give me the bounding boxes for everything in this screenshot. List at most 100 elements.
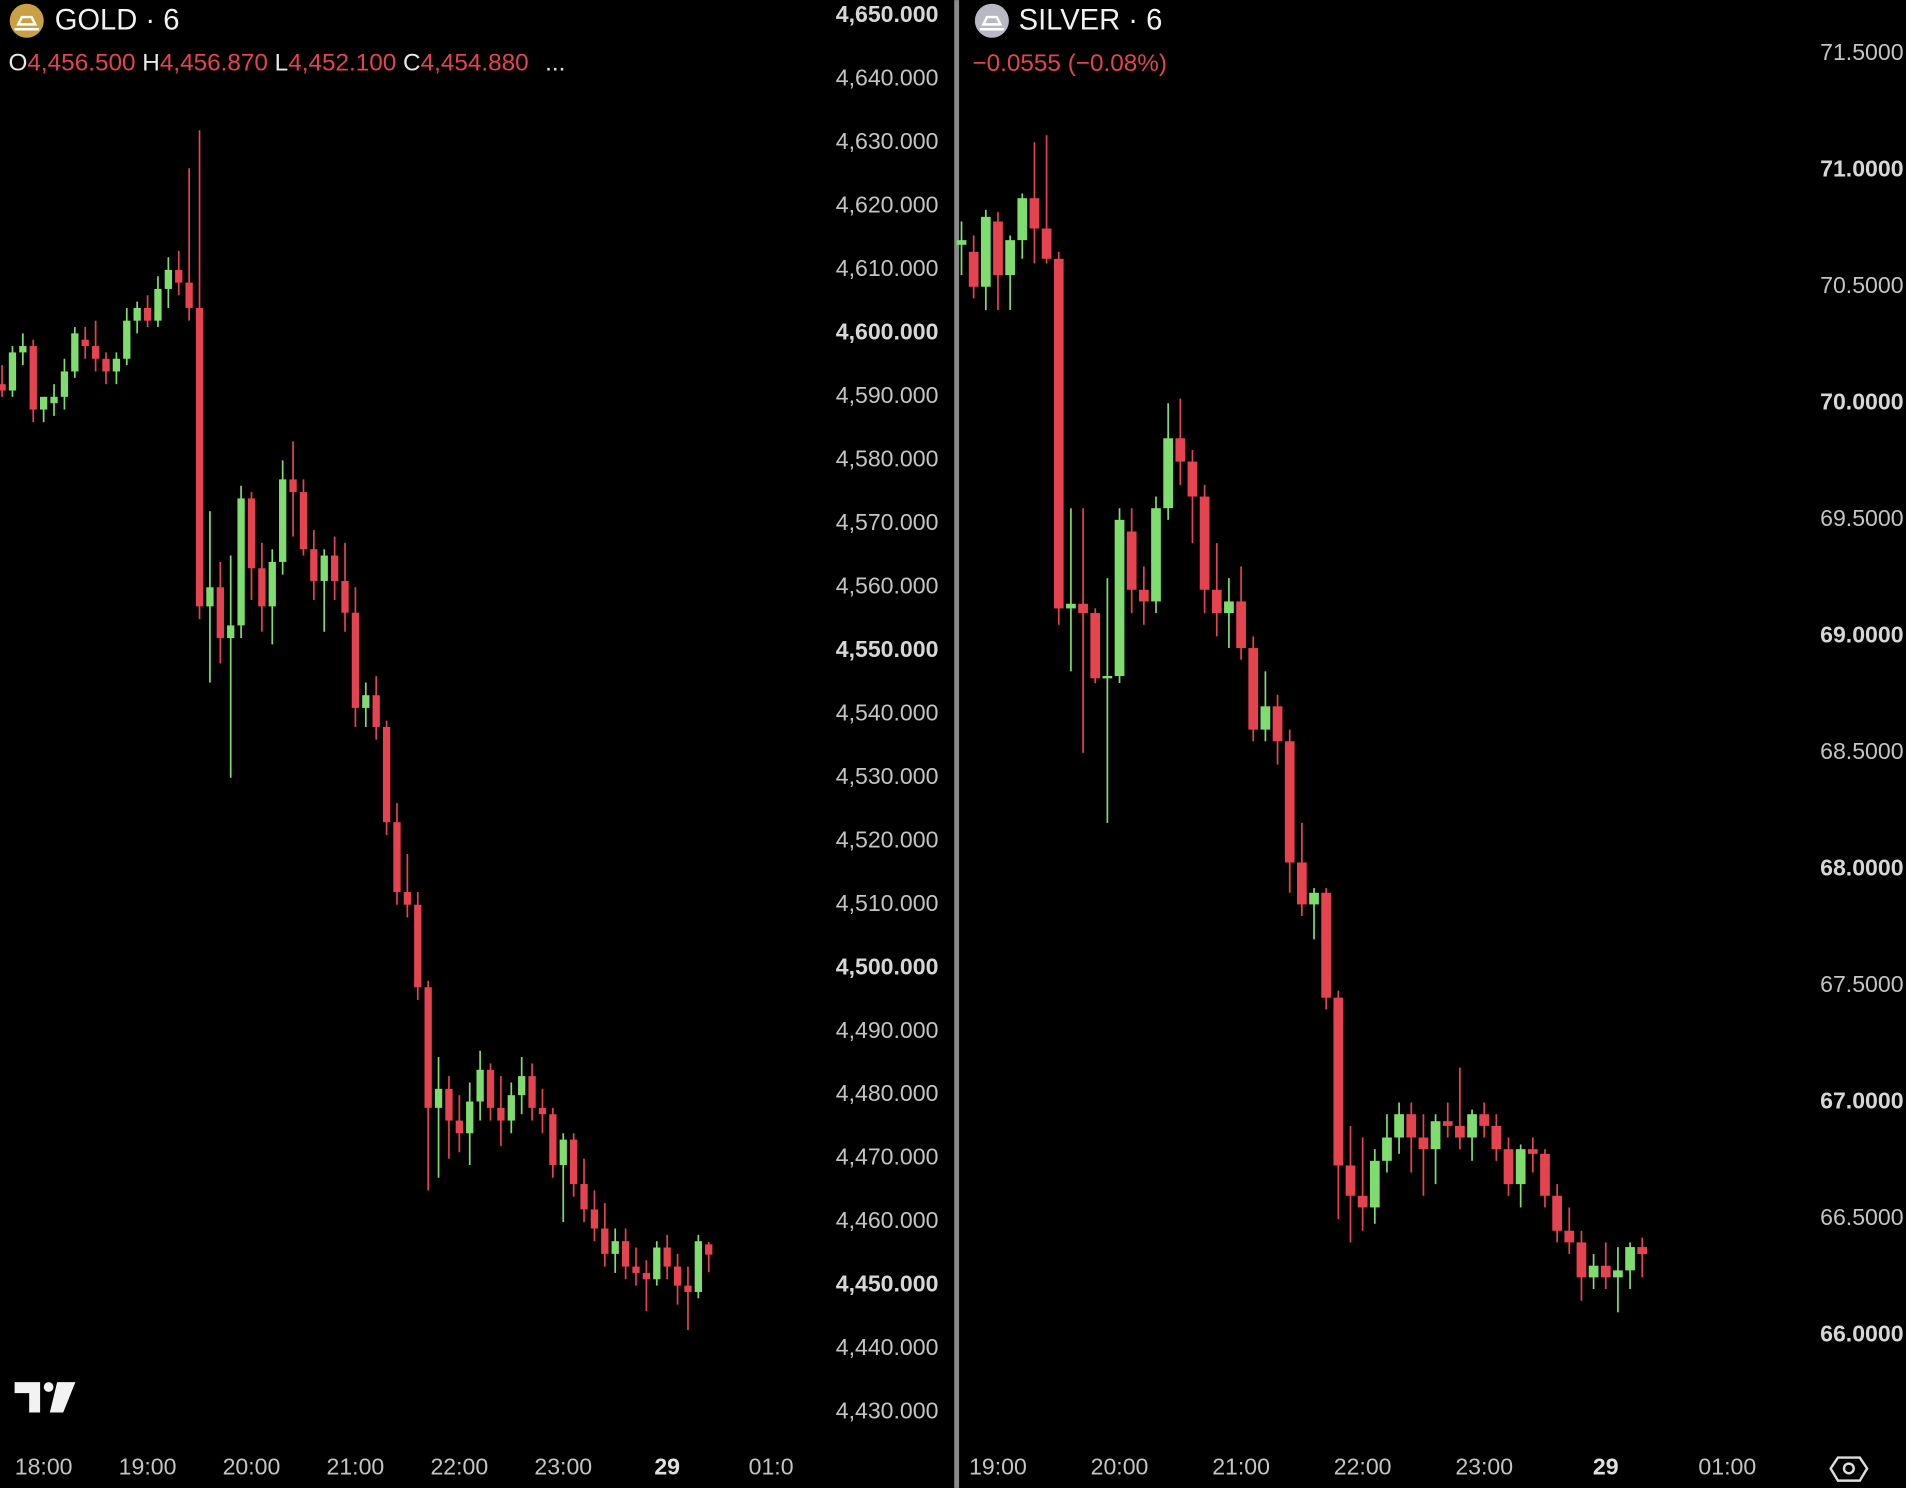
candle-body: [1503, 1149, 1514, 1185]
candle-body: [569, 1139, 578, 1185]
candle-body: [1102, 676, 1113, 679]
y-tick-label: 4,560.000: [836, 572, 939, 598]
candle-body: [434, 1088, 443, 1108]
candle-body: [1491, 1125, 1502, 1150]
y-tick-label: 4,600.000: [836, 318, 939, 344]
candle-body: [29, 346, 37, 410]
candle-body: [1029, 198, 1040, 229]
candle-body: [1138, 589, 1149, 602]
candle-body: [1576, 1242, 1587, 1278]
y-tick-label: 70.0000: [1820, 388, 1903, 414]
candle-body: [247, 498, 256, 569]
candle-body: [8, 352, 17, 391]
candle-body: [154, 288, 162, 321]
gold-icon-glyph: [14, 15, 39, 31]
candle-body: [133, 307, 141, 321]
y-tick-label: 4,510.000: [836, 890, 939, 916]
candle-body: [372, 695, 380, 727]
x-tick-label: 21:00: [1212, 1454, 1270, 1480]
silver-icon[interactable]: [974, 3, 1009, 38]
candle-body: [403, 892, 412, 905]
candle-body: [341, 580, 349, 613]
y-tick-label: 4,640.000: [836, 65, 939, 91]
candle-body: [705, 1244, 713, 1255]
candle-body: [1078, 603, 1088, 614]
candle-body: [60, 371, 69, 397]
candle-body: [1211, 589, 1222, 614]
candle-body: [476, 1069, 484, 1102]
settings-icon[interactable]: [1829, 1456, 1869, 1482]
candle-body: [580, 1184, 588, 1210]
candle-body: [50, 396, 58, 404]
candle-body: [518, 1076, 526, 1096]
candle-body: [1394, 1114, 1404, 1138]
candle-body: [227, 625, 235, 639]
candle-body: [497, 1107, 505, 1121]
ohlc-value: 4,452.100: [288, 50, 396, 77]
y-tick-label: 4,610.000: [836, 255, 939, 281]
symbol-title[interactable]: SILVER · 6: [1019, 5, 1163, 37]
candle-body: [112, 358, 121, 372]
ohlc-label: H: [142, 50, 160, 77]
candle-body: [538, 1107, 547, 1115]
tv-logo-part: [14, 1382, 41, 1413]
y-tick-label: 67.0000: [1820, 1088, 1903, 1114]
candle-body: [1272, 706, 1283, 742]
candle-body: [216, 587, 224, 639]
y-tick-label: 4,540.000: [836, 699, 939, 725]
symbol-title[interactable]: GOLD · 6: [55, 5, 180, 37]
y-tick-label: 4,470.000: [836, 1144, 939, 1170]
x-tick-label: 23:00: [534, 1454, 592, 1480]
candle-body: [956, 240, 967, 245]
tv-logo[interactable]: [14, 1382, 76, 1413]
y-tick-label: 4,430.000: [836, 1398, 939, 1424]
y-tick-label: 69.0000: [1820, 621, 1903, 647]
candle-body: [1199, 496, 1210, 590]
candle-body: [1564, 1230, 1575, 1243]
y-tick-label: 4,590.000: [836, 382, 939, 408]
y-tick-label: 4,570.000: [836, 509, 939, 535]
x-tick-label: 22:00: [1334, 1454, 1392, 1480]
ohlc-legend: O4,456.500 H4,456.870 L4,452.100 C4,454.…: [9, 50, 566, 77]
y-tick-label: 4,620.000: [836, 191, 939, 217]
y-tick-label: 68.5000: [1820, 738, 1903, 764]
more-button[interactable]: ...: [545, 50, 565, 77]
candle-body: [1430, 1121, 1441, 1150]
candle-body: [1345, 1165, 1356, 1196]
y-tick-label: 4,520.000: [836, 826, 939, 852]
y-tick-label: 4,650.000: [836, 1, 939, 27]
y-tick-label: 4,630.000: [836, 128, 939, 154]
gold-icon[interactable]: [9, 3, 44, 38]
y-tick-label: 4,480.000: [836, 1080, 939, 1106]
candle-body: [466, 1101, 474, 1134]
tv-logo-part: [49, 1382, 76, 1413]
x-tick-label: 29: [1593, 1454, 1619, 1480]
candle-body: [1406, 1114, 1417, 1138]
x-tick-label: 22:00: [430, 1454, 488, 1480]
x-tick-label: 01:00: [1698, 1454, 1756, 1480]
candle-body: [424, 987, 432, 1108]
candle-body: [1114, 519, 1125, 677]
x-tick-label: 19:00: [119, 1454, 177, 1480]
candle-body: [559, 1139, 567, 1165]
candle-body: [1309, 892, 1319, 905]
candle-body: [362, 695, 370, 708]
candle-body: [486, 1069, 495, 1108]
candle-body: [1005, 240, 1015, 276]
y-tick-label: 4,490.000: [836, 1017, 939, 1043]
candle-body: [91, 346, 100, 359]
candle-body: [1418, 1137, 1429, 1150]
candle-body: [289, 479, 297, 493]
candle-body: [279, 479, 287, 562]
candle-body: [663, 1247, 671, 1267]
candle-body: [1297, 862, 1307, 905]
candle-body: [632, 1266, 640, 1273]
candle-body: [507, 1095, 515, 1121]
candle-body: [1600, 1265, 1611, 1278]
candle-body: [195, 307, 204, 607]
candle-body: [673, 1266, 682, 1286]
y-tick-label: 68.0000: [1820, 855, 1903, 881]
y-tick-label: 69.5000: [1820, 505, 1903, 531]
